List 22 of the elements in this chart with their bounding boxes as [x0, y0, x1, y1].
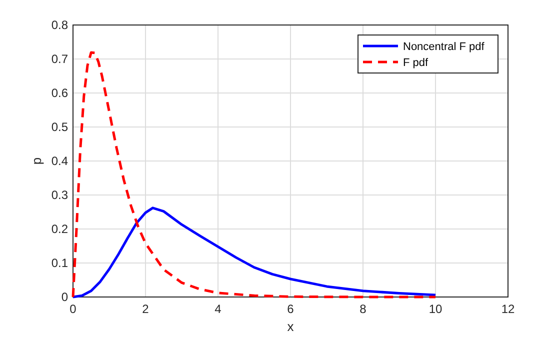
line-series — [72, 206, 437, 298]
x-axis-title: x — [287, 319, 294, 334]
y-tick-label: 0.6 — [51, 86, 68, 100]
y-tick-label: 0.5 — [51, 120, 68, 134]
y-tick-label: 0.4 — [51, 154, 68, 168]
legend-label: F pdf — [403, 57, 430, 69]
legend-label: Noncentral F pdf — [403, 41, 486, 53]
x-tick-label: 4 — [214, 302, 222, 316]
y-tick-label: 0 — [61, 290, 68, 304]
y-tick-label: 0.2 — [51, 222, 68, 236]
x-tick-label: 2 — [142, 302, 150, 316]
y-tick-label: 0.3 — [51, 188, 68, 202]
x-tick-label: 8 — [360, 302, 367, 316]
y-tick-label: 0.1 — [51, 256, 68, 270]
x-tick-label: 0 — [70, 302, 77, 316]
y-tick-label: 0.8 — [51, 18, 68, 32]
line-series — [72, 51, 437, 298]
x-tick-label: 10 — [428, 302, 442, 316]
x-tick-label: 6 — [287, 302, 294, 316]
y-tick-label: 0.7 — [51, 52, 68, 66]
x-tick-label: 12 — [501, 302, 515, 316]
y-axis-title: p — [29, 157, 44, 165]
